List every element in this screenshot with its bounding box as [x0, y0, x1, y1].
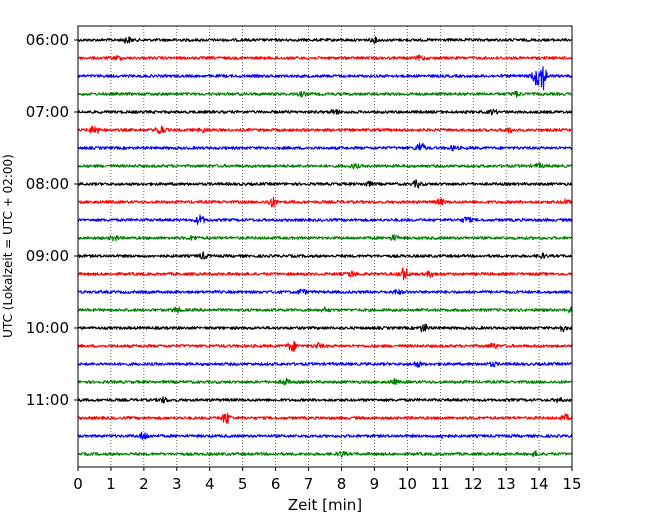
x-tick-label: 10 — [398, 475, 417, 493]
x-tick-label: 0 — [73, 475, 83, 493]
seismic-trace — [77, 125, 573, 135]
x-tick-label: 11 — [431, 475, 450, 493]
seismic-trace — [77, 431, 573, 440]
x-tick-label: 9 — [370, 475, 380, 493]
x-tick-label: 13 — [497, 475, 516, 493]
seismic-trace — [77, 90, 573, 98]
y-axis-label: UTC (Lokalzeit = UTC + 02:00) — [1, 154, 15, 338]
seismic-trace — [77, 377, 573, 386]
seismic-trace — [77, 54, 573, 61]
x-tick-label: 6 — [271, 475, 281, 493]
y-tick-label: 10:00 — [26, 319, 69, 337]
trace-group — [77, 36, 573, 458]
seismic-trace — [77, 340, 573, 352]
x-tick-label: 15 — [562, 475, 581, 493]
x-axis: 0 1 2 3 4 5 6 7 8 9 10 11 12 13 14 15 — [73, 467, 582, 493]
x-tick-label: 12 — [464, 475, 483, 493]
seismic-trace — [77, 396, 573, 404]
seismic-trace — [77, 234, 573, 242]
seismic-trace — [77, 36, 573, 44]
seismic-trace — [77, 179, 573, 189]
seismic-trace — [77, 288, 573, 295]
x-tick-label: 7 — [304, 475, 314, 493]
seismic-trace — [77, 108, 573, 116]
x-axis-label: Zeit [min] — [288, 496, 362, 514]
seismic-trace — [77, 412, 573, 425]
seismic-trace — [77, 214, 573, 226]
seismic-trace — [77, 162, 573, 170]
y-tick-label: 07:00 — [26, 103, 69, 121]
plot-area-frame — [77, 25, 573, 468]
seismic-trace — [77, 251, 573, 260]
seismic-trace — [77, 196, 573, 208]
y-tick-label: 08:00 — [26, 175, 69, 193]
x-tick-label: 2 — [139, 475, 149, 493]
seismic-trace — [77, 450, 573, 458]
seismic-trace — [77, 142, 573, 152]
x-tick-label: 3 — [172, 475, 182, 493]
y-tick-label: 09:00 — [26, 247, 69, 265]
x-tick-label: 1 — [106, 475, 116, 493]
seismic-trace — [77, 267, 573, 281]
x-tick-label: 5 — [238, 475, 248, 493]
y-axis: 06:00 07:00 08:00 09:00 10:00 11:00 — [26, 31, 78, 409]
seismic-trace — [77, 323, 573, 333]
y-tick-label: 11:00 — [26, 391, 69, 409]
x-tick-label: 8 — [337, 475, 347, 493]
x-tick-label: 14 — [530, 475, 549, 493]
x-tick-label: 4 — [205, 475, 215, 493]
seismic-trace — [77, 306, 573, 314]
y-tick-label: 06:00 — [26, 31, 69, 49]
seismic-trace — [77, 361, 573, 368]
seismic-trace — [77, 66, 573, 91]
